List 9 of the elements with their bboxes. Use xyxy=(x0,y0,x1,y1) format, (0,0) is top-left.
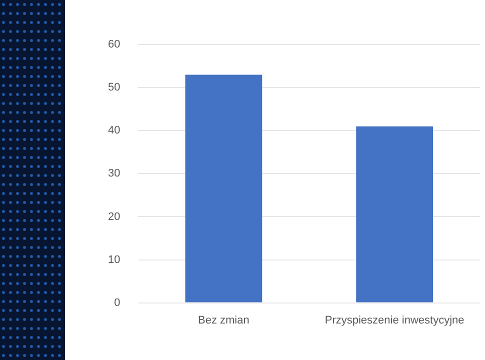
y-tick-label: 40 xyxy=(108,124,120,137)
y-tick-label: 30 xyxy=(108,168,120,180)
x-tick-label: Przyspieszenie inwestycyjne xyxy=(324,314,464,326)
y-tick-label: 60 xyxy=(108,38,120,51)
y-tick-label: 10 xyxy=(108,254,120,266)
y-tick-label: 20 xyxy=(108,210,120,223)
y-tick-label: 0 xyxy=(114,296,120,309)
x-tick-label: Bez zmian xyxy=(198,314,250,326)
y-tick-label: 50 xyxy=(108,82,120,94)
